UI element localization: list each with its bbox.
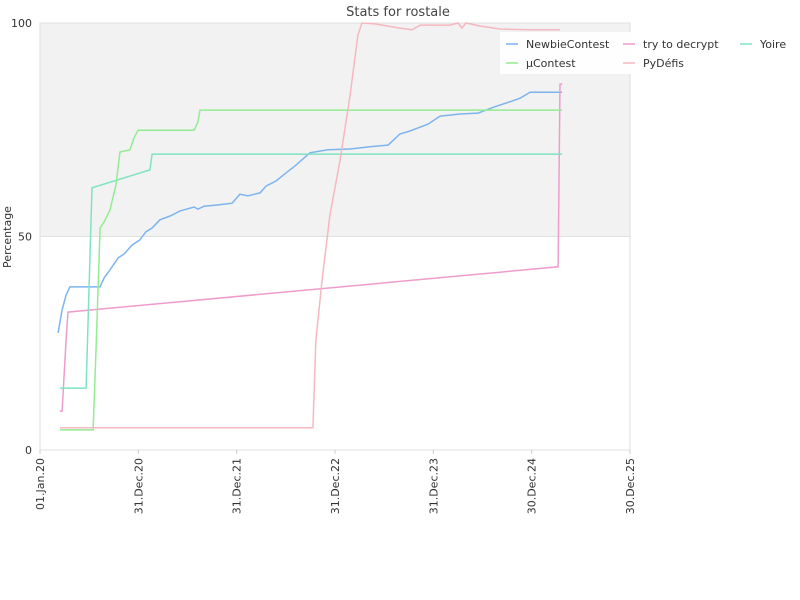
x-tick-label: 30.Dec.25 [624,458,637,514]
x-tick-label: 31.Dec.20 [132,458,145,514]
grid-band [40,236,630,450]
y-tick-label: 100 [11,17,32,30]
series-line [57,91,563,334]
legend-box [500,32,640,74]
chart-title: Stats for rostale [346,5,450,20]
series-line [59,22,560,429]
x-tick-label: 31.Dec.22 [329,458,342,514]
legend-label: NewbieContest [526,38,610,51]
series-line [59,109,563,431]
x-tick-label: 31.Dec.23 [427,458,440,514]
y-axis-label: Percentage [1,206,14,268]
y-tick-label: 50 [18,231,32,244]
legend-label: Yoire [759,38,786,51]
legend-label: PyDéfis [643,57,684,70]
x-tick-label: 31.Dec.21 [231,458,244,514]
legend-label: µContest [526,57,576,70]
y-tick-label: 0 [25,444,32,457]
series-line [59,153,563,389]
legend-label: try to decrypt [643,38,719,51]
series-line [59,83,563,412]
x-tick-label: 30.Dec.24 [526,458,539,514]
x-tick-label: 01.Jan.20 [34,458,47,510]
